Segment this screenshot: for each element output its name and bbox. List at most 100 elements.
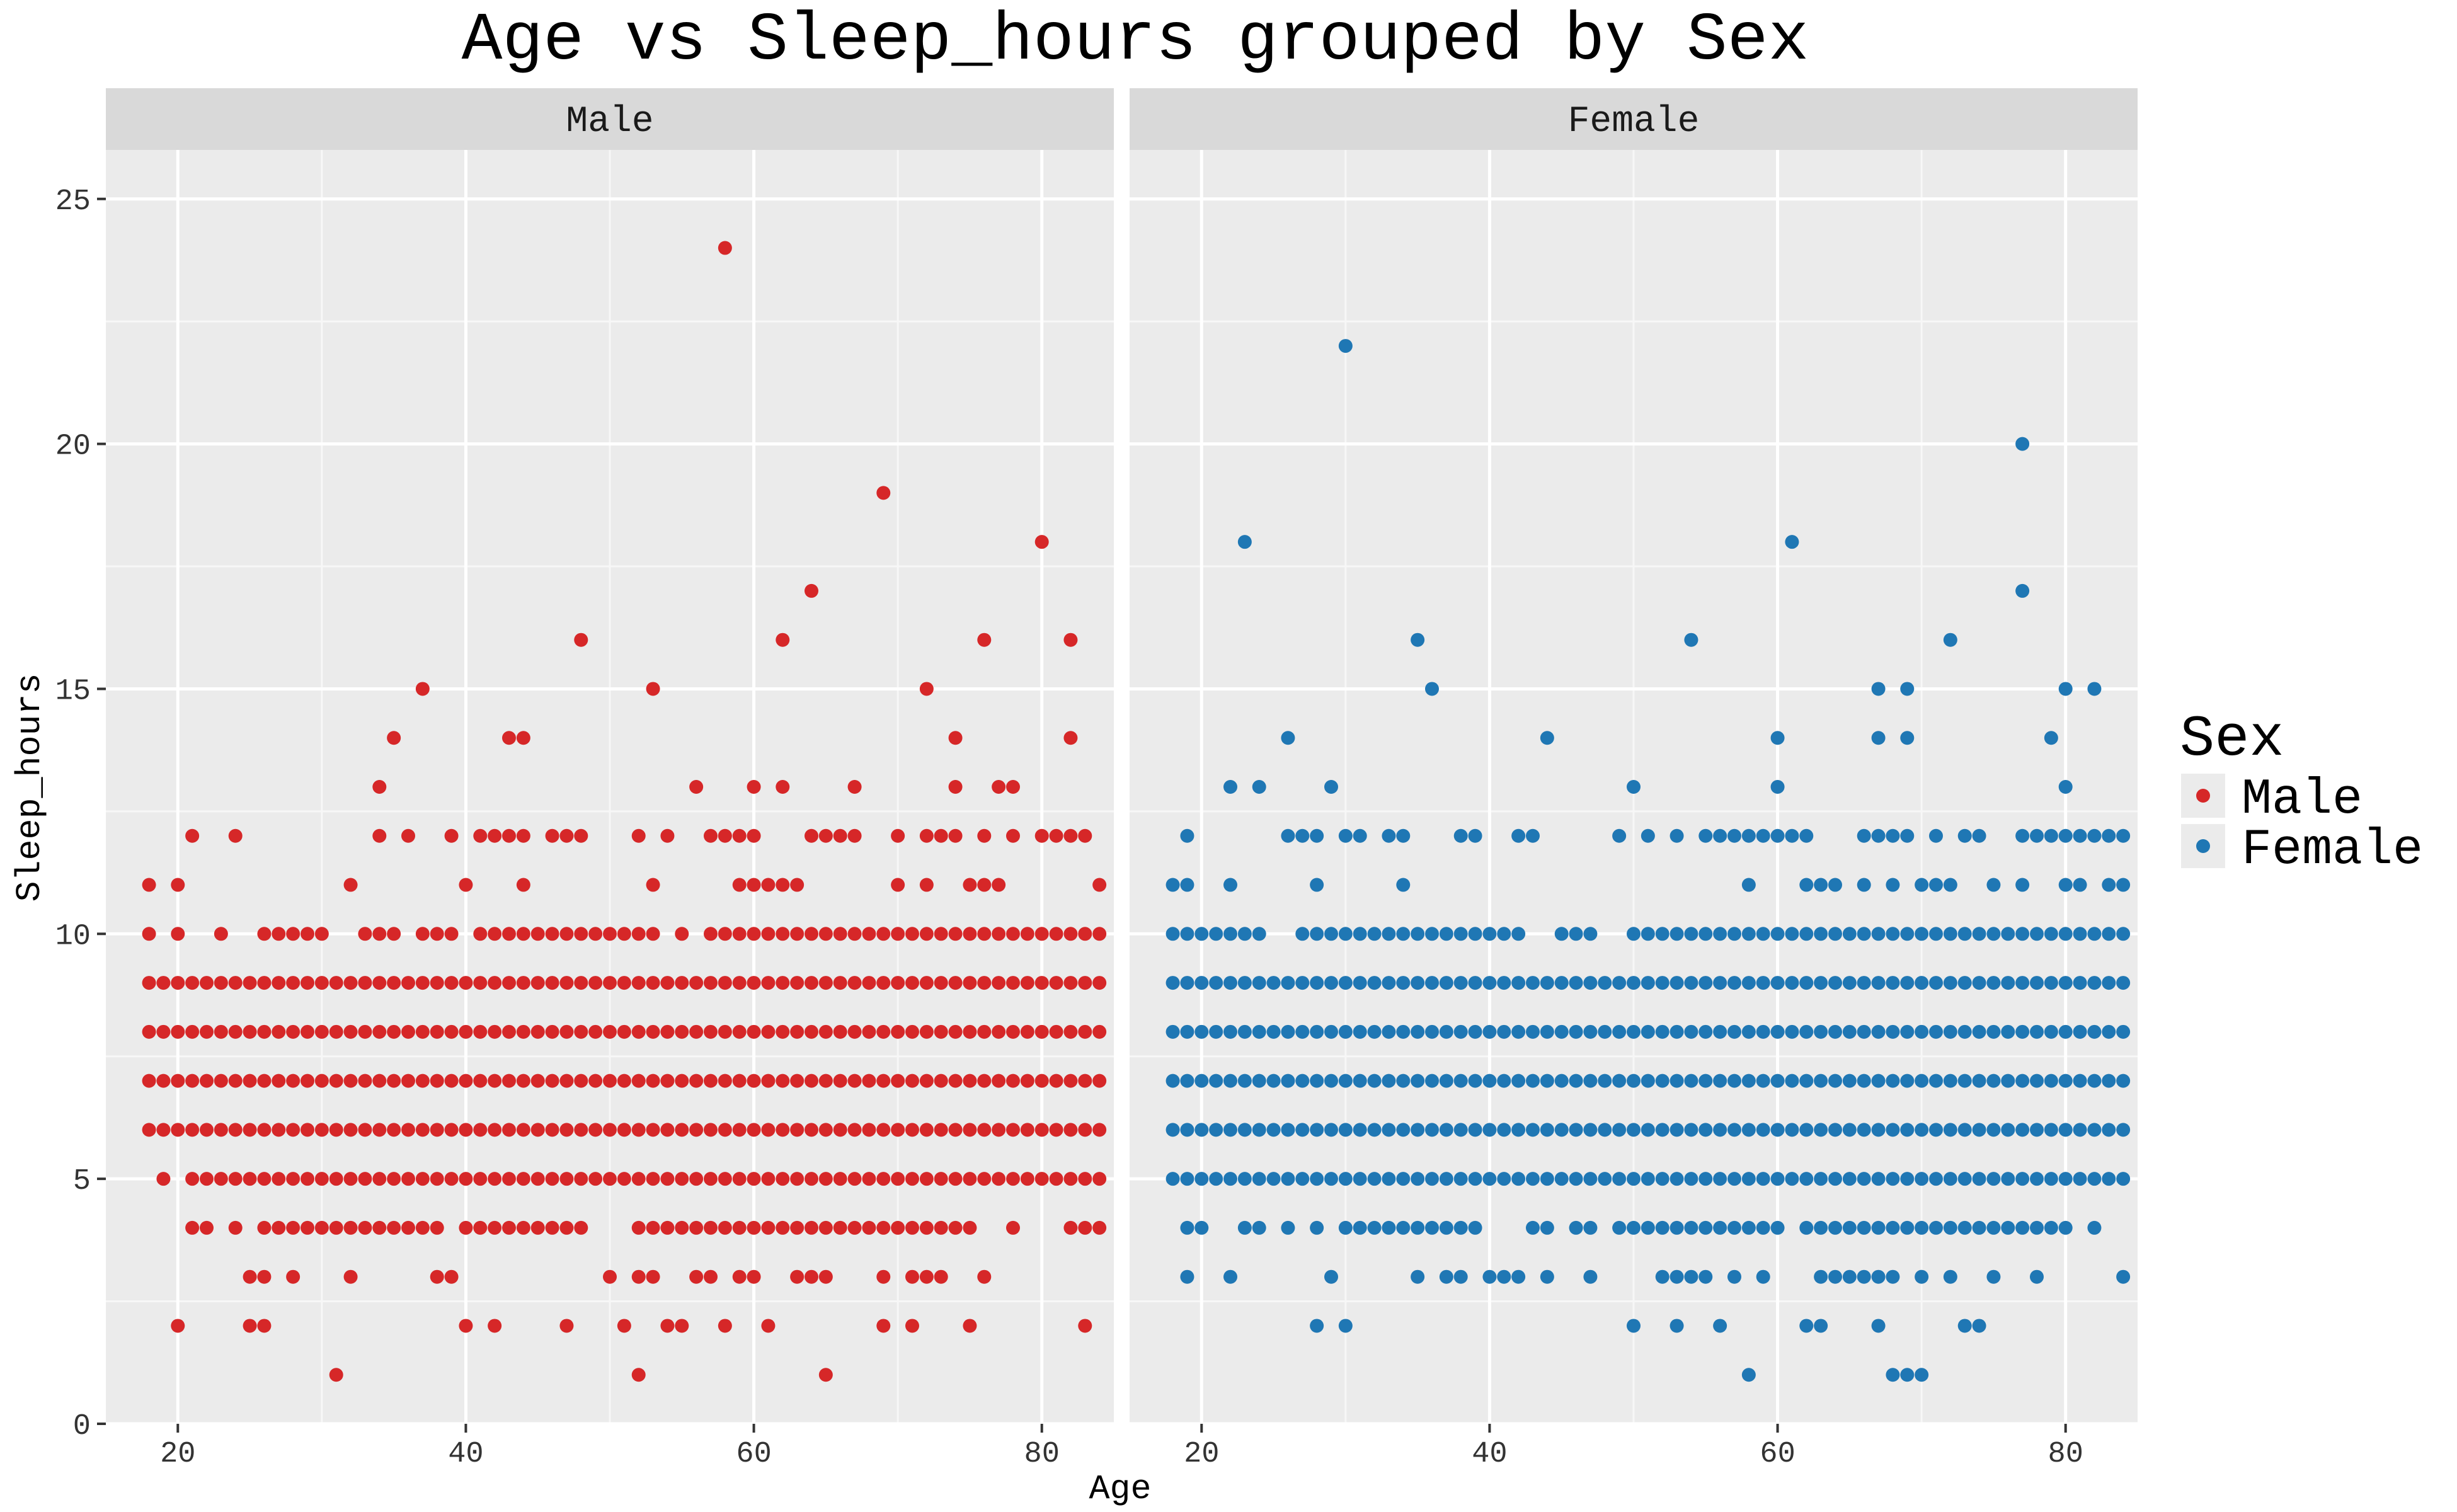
data-point-female xyxy=(1770,780,1785,794)
data-point-male xyxy=(516,1024,530,1039)
data-point-male xyxy=(387,1024,401,1039)
data-point-male xyxy=(718,828,732,843)
legend-label-female: Female xyxy=(2242,822,2423,879)
data-point-female xyxy=(1266,1172,1281,1186)
data-point-female xyxy=(1396,828,1411,843)
data-point-female xyxy=(1382,1172,1396,1186)
data-point-female xyxy=(2116,1269,2131,1284)
data-point-male xyxy=(660,1123,675,1137)
data-point-female xyxy=(1828,1024,1842,1039)
data-point-male xyxy=(862,1172,876,1186)
data-point-male xyxy=(574,1024,588,1039)
data-point-female xyxy=(1281,1024,1295,1039)
data-point-female xyxy=(1425,976,1439,990)
data-point-female xyxy=(1166,1123,1180,1137)
data-point-male xyxy=(444,1074,459,1088)
data-point-male xyxy=(545,927,559,941)
data-point-male xyxy=(977,878,992,892)
data-point-female xyxy=(1770,1172,1785,1186)
data-point-female xyxy=(1670,1074,1684,1088)
data-point-male xyxy=(1034,535,1049,549)
data-point-female xyxy=(1453,927,1468,941)
data-point-male xyxy=(761,927,776,941)
data-point-male xyxy=(818,1269,833,1284)
data-point-female xyxy=(1655,927,1670,941)
data-point-male xyxy=(372,1024,387,1039)
data-point-female xyxy=(1756,1123,1770,1137)
data-point-female xyxy=(1871,1074,1886,1088)
data-point-male xyxy=(329,1024,343,1039)
data-point-female xyxy=(1770,828,1785,843)
data-point-male xyxy=(459,1123,473,1137)
data-point-male xyxy=(704,927,718,941)
data-point-female xyxy=(1583,1074,1598,1088)
x-tick-label: 20 xyxy=(1184,1438,1219,1471)
data-point-male xyxy=(214,1024,228,1039)
data-point-female xyxy=(1957,927,1972,941)
data-point-male xyxy=(430,1074,444,1088)
data-point-female xyxy=(1453,1220,1468,1235)
data-point-female xyxy=(2044,1074,2058,1088)
data-point-female xyxy=(1972,976,1986,990)
data-point-male xyxy=(156,1074,171,1088)
data-point-female xyxy=(1684,1269,1698,1284)
data-point-female xyxy=(1670,1269,1684,1284)
data-point-female xyxy=(2001,1172,2015,1186)
data-point-male xyxy=(430,1220,444,1235)
data-point-female xyxy=(2058,878,2073,892)
data-point-female xyxy=(1799,1319,1814,1333)
x-tick-label: 20 xyxy=(160,1438,195,1471)
data-point-female xyxy=(1439,1220,1453,1235)
data-point-male xyxy=(862,1024,876,1039)
data-point-female xyxy=(2116,1123,2131,1137)
data-point-female xyxy=(2087,976,2102,990)
data-point-male xyxy=(776,1074,790,1088)
data-point-male xyxy=(1049,927,1063,941)
data-point-male xyxy=(905,1319,919,1333)
data-point-male xyxy=(704,1024,718,1039)
data-point-male xyxy=(660,1319,675,1333)
data-point-female xyxy=(1900,1123,1915,1137)
data-point-male xyxy=(790,976,805,990)
data-point-male xyxy=(992,780,1006,794)
data-point-male xyxy=(243,1123,257,1137)
data-point-female xyxy=(1540,976,1554,990)
data-point-female xyxy=(1223,976,1237,990)
data-point-female xyxy=(1957,976,1972,990)
data-point-male xyxy=(833,976,847,990)
data-point-male xyxy=(214,1172,228,1186)
data-point-female xyxy=(1684,1024,1698,1039)
data-point-male xyxy=(704,976,718,990)
data-point-female xyxy=(2058,927,2073,941)
data-point-female xyxy=(1511,976,1526,990)
data-point-male xyxy=(286,1172,301,1186)
data-point-male xyxy=(732,1172,747,1186)
data-point-male xyxy=(1006,1220,1020,1235)
data-point-male xyxy=(1063,1172,1078,1186)
data-point-male xyxy=(1063,633,1078,647)
data-point-male xyxy=(459,878,473,892)
data-point-male xyxy=(1049,1123,1063,1137)
data-point-male xyxy=(301,976,314,990)
data-point-male xyxy=(876,1024,891,1039)
data-point-female xyxy=(1871,1024,1886,1039)
data-point-female xyxy=(1237,976,1252,990)
data-point-male xyxy=(314,1074,329,1088)
data-point-female xyxy=(1194,927,1209,941)
data-point-male xyxy=(660,976,675,990)
data-point-male xyxy=(502,1220,516,1235)
data-point-female xyxy=(1972,1172,1986,1186)
data-point-female xyxy=(1252,927,1266,941)
data-point-female xyxy=(1871,927,1886,941)
data-point-female xyxy=(1886,828,1900,843)
data-point-male xyxy=(732,1220,747,1235)
data-point-female xyxy=(1612,1172,1627,1186)
data-point-male xyxy=(805,1123,818,1137)
data-point-male xyxy=(934,927,948,941)
data-point-male xyxy=(1063,1074,1078,1088)
data-point-male xyxy=(1092,1123,1107,1137)
data-point-male xyxy=(718,1074,732,1088)
data-point-male xyxy=(617,976,631,990)
data-point-male xyxy=(530,1172,545,1186)
data-point-male xyxy=(805,828,818,843)
